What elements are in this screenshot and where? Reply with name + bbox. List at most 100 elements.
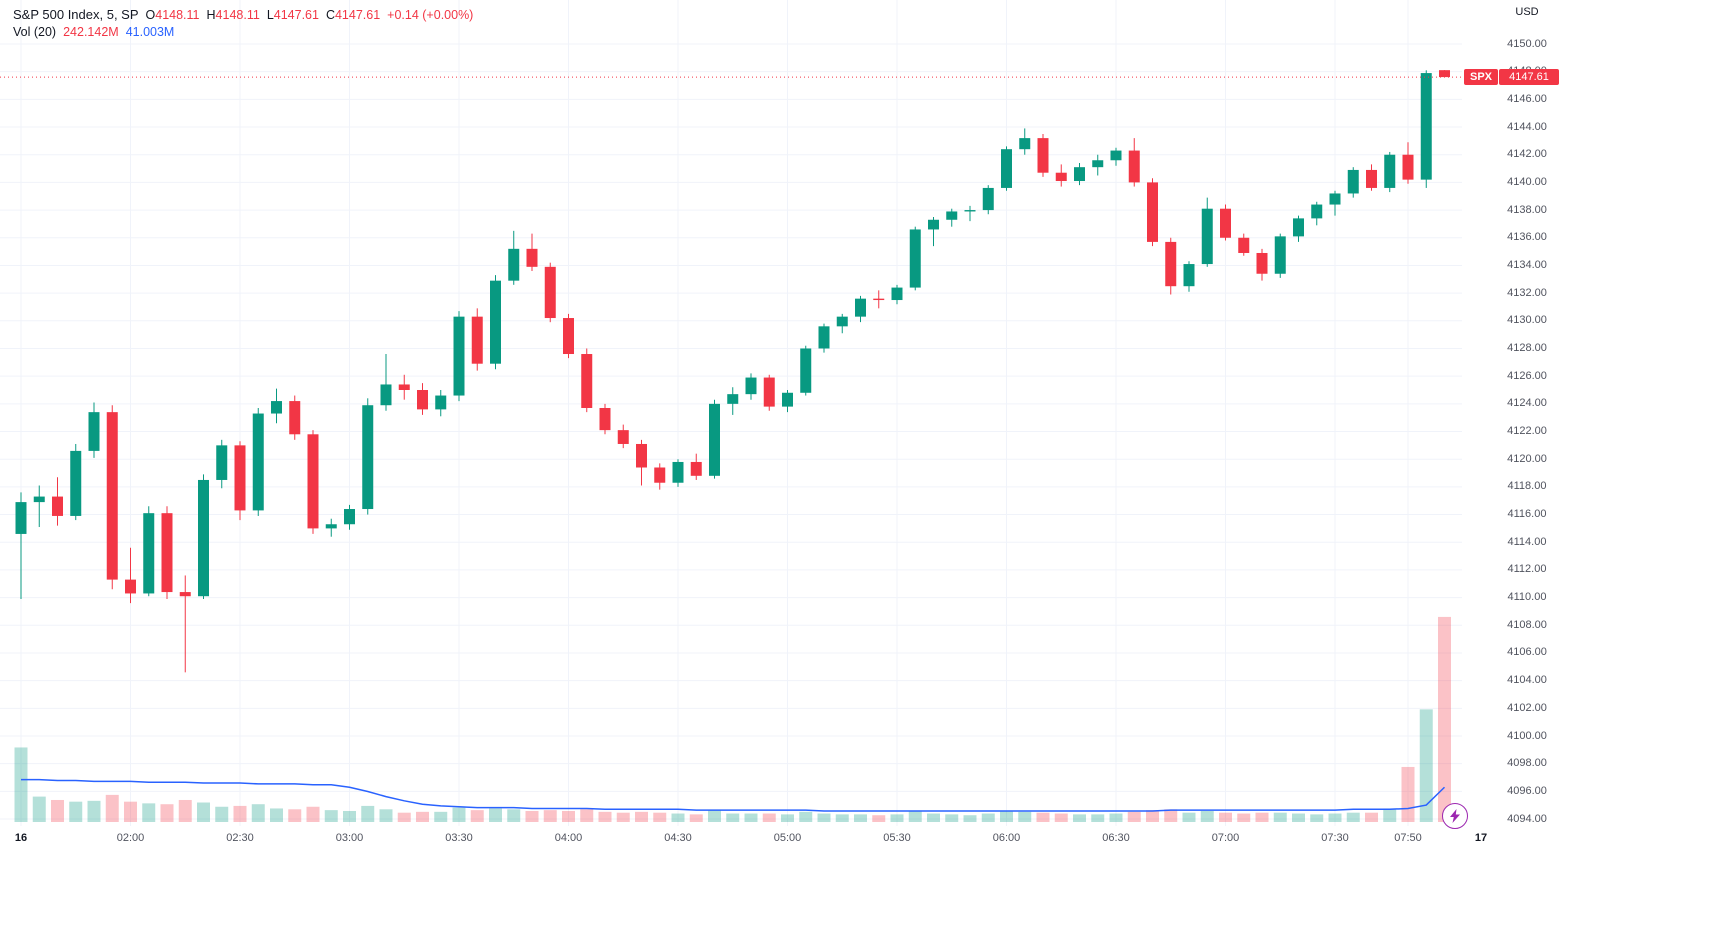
volume-bar — [1000, 810, 1013, 822]
candle-body — [1366, 169, 1377, 188]
volume-bar — [1054, 813, 1068, 822]
candle-body — [617, 430, 629, 444]
candle-body — [636, 443, 647, 468]
candle-body — [1001, 149, 1012, 188]
candle-body — [471, 316, 483, 364]
price-tick-label: 4122.00 — [1507, 425, 1547, 438]
volume-bar — [1219, 812, 1232, 822]
price-tick-label: 4118.00 — [1507, 480, 1547, 493]
price-tick-label: 4138.00 — [1507, 203, 1547, 216]
candle-body — [782, 392, 793, 407]
volume-bar — [1292, 813, 1305, 822]
price-tick-label: 4116.00 — [1507, 508, 1547, 521]
candle-body — [1384, 154, 1396, 188]
volume-bar — [781, 814, 794, 822]
volume-bar — [543, 810, 557, 822]
candle-body — [855, 298, 866, 317]
candle-body — [1183, 264, 1195, 287]
price-tick-label: 4094.00 — [1507, 812, 1547, 825]
candle-body — [125, 579, 136, 594]
candle-body — [88, 412, 100, 451]
candle-body — [70, 450, 82, 516]
close-label: C — [325, 7, 335, 22]
candle-body — [1128, 150, 1140, 183]
volume-bar — [1401, 766, 1415, 822]
candle-body — [161, 513, 173, 593]
candle-body — [982, 187, 994, 211]
volume-indicator-label: Vol (20) — [13, 24, 57, 39]
volume-bar — [653, 812, 667, 822]
price-tick-label: 4108.00 — [1507, 618, 1547, 631]
candle-body — [1147, 182, 1158, 242]
candle-body — [1420, 73, 1432, 180]
candle-body — [289, 401, 301, 435]
volume-bar — [1346, 812, 1360, 822]
candle-body — [928, 219, 939, 230]
time-tick-label: 02:30 — [226, 832, 254, 844]
price-axis[interactable]: 4150.004148.004146.004144.004142.004140.… — [1462, 0, 1592, 826]
badge-symbol: SPX — [1464, 69, 1499, 86]
candle-body — [544, 266, 556, 319]
candle-body — [563, 318, 574, 355]
candle-body — [964, 210, 976, 212]
volume-bar — [799, 811, 813, 822]
time-axis[interactable]: 16 02:00 02:30 03:00 03:30 04:00 04:30 05:00 05:… — [0, 826, 1592, 853]
candle-body — [891, 287, 903, 301]
candle-body — [1037, 138, 1049, 173]
volume-bar — [1146, 810, 1159, 822]
candle-body — [946, 211, 958, 220]
volume-legend-row[interactable]: Vol (20) 242.142M 41.003M — [13, 23, 473, 40]
price-tick-label: 4096.00 — [1507, 784, 1547, 797]
candle-body — [490, 280, 501, 364]
candle-body — [52, 496, 63, 516]
volume-bar — [452, 807, 466, 822]
candle-body — [417, 390, 428, 410]
volume-bar — [124, 801, 137, 822]
time-tick-label: 17 — [1474, 832, 1488, 844]
candle-body — [508, 248, 520, 281]
price-tick-label: 4098.00 — [1507, 757, 1547, 770]
volume-bar — [470, 810, 484, 822]
flash-button[interactable] — [1442, 803, 1468, 829]
candle-body — [344, 509, 355, 525]
volume-bar — [434, 811, 448, 822]
candle-body — [836, 316, 848, 327]
volume-bar — [343, 810, 356, 822]
price-tick-label: 4102.00 — [1507, 701, 1547, 714]
candle-body — [1402, 154, 1414, 180]
volume-bar — [416, 811, 429, 822]
volume-bar — [963, 815, 977, 822]
time-tick-label: 03:30 — [445, 832, 473, 844]
high-value: 4148.11 — [215, 7, 260, 22]
volume-bar — [1127, 811, 1141, 822]
price-tick-label: 4134.00 — [1507, 258, 1547, 271]
chart-legend: S&P 500 Index, 5, SP O 4148.11 H 4148.11 L… — [13, 6, 473, 40]
volume-bar — [178, 799, 192, 822]
volume-bar — [1164, 809, 1178, 822]
volume-bar — [1091, 814, 1105, 822]
candle-body — [1074, 167, 1085, 182]
candle-body — [143, 513, 155, 594]
volume-bar — [1018, 811, 1032, 822]
volume-bar — [726, 813, 740, 822]
price-tick-label: 4142.00 — [1507, 148, 1547, 161]
ohlc-high: H 4148.11 — [207, 8, 260, 22]
low-value: 4147.61 — [273, 7, 319, 22]
volume-bar — [51, 799, 64, 822]
candle-body — [727, 394, 739, 404]
volume-bar — [872, 815, 886, 822]
change-value: +0.14 (+0.00%) — [387, 7, 474, 22]
candle-body — [1293, 218, 1304, 237]
candle-body — [1201, 208, 1213, 265]
symbol-title: S&P 500 Index, 5, SP — [13, 7, 139, 22]
time-tick-label: 03:00 — [335, 832, 364, 844]
volume-bar — [1328, 813, 1342, 822]
symbol-legend-row[interactable]: S&P 500 Index, 5, SP O 4148.11 H 4148.11 L… — [13, 6, 473, 23]
volume-bar — [397, 812, 411, 822]
candle-body — [1165, 241, 1177, 287]
candle-body — [690, 461, 702, 476]
low-label: L — [266, 7, 274, 22]
candle-body — [1055, 172, 1067, 182]
badge-price: 4147.61 — [1499, 69, 1560, 86]
